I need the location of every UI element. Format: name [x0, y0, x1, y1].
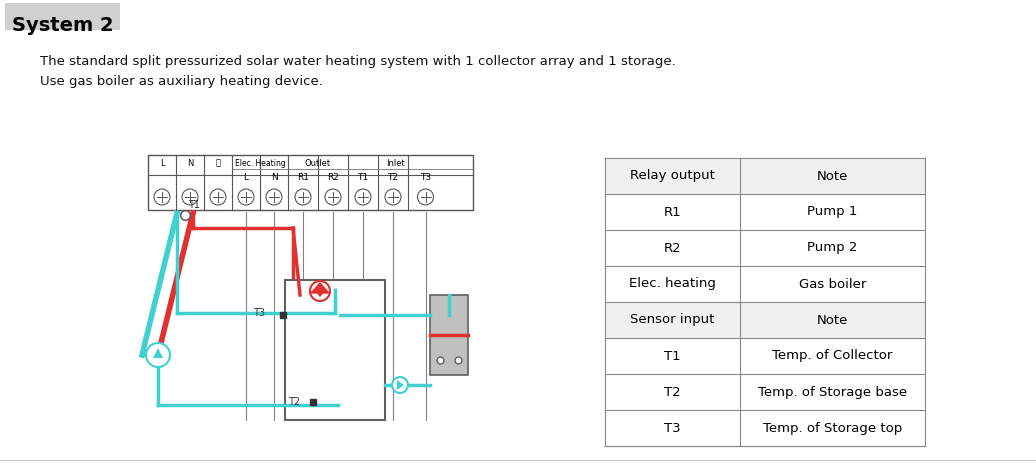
Circle shape [385, 189, 401, 205]
Polygon shape [397, 380, 404, 390]
Circle shape [295, 189, 311, 205]
Text: T2: T2 [387, 173, 399, 181]
Bar [605, 230, 925, 266]
Text: T2: T2 [288, 397, 300, 407]
Bar [285, 280, 385, 420]
Bar [5, 3, 120, 30]
Text: T1: T1 [188, 200, 200, 210]
Polygon shape [153, 348, 163, 358]
Circle shape [418, 189, 433, 205]
Circle shape [355, 189, 371, 205]
Text: The standard split pressurized solar water heating system with 1 collector array: The standard split pressurized solar wat… [40, 55, 675, 68]
Text: N: N [186, 159, 193, 167]
Text: Pump 2: Pump 2 [807, 241, 858, 254]
Circle shape [325, 189, 341, 205]
Circle shape [238, 189, 254, 205]
Bar [605, 338, 925, 374]
Bar [605, 266, 925, 302]
Text: Use gas boiler as auxiliary heating device.: Use gas boiler as auxiliary heating devi… [40, 75, 323, 88]
Text: L: L [243, 173, 249, 181]
Polygon shape [314, 290, 326, 297]
Text: Temp. of Storage top: Temp. of Storage top [762, 421, 902, 434]
Bar [605, 158, 925, 194]
Bar [605, 374, 925, 410]
Text: Pump 1: Pump 1 [807, 206, 858, 219]
Text: T2: T2 [664, 385, 681, 399]
Text: T3: T3 [664, 421, 681, 434]
Text: ⏚: ⏚ [215, 159, 221, 167]
Text: Gas boiler: Gas boiler [799, 278, 866, 291]
Text: R2: R2 [664, 241, 682, 254]
Circle shape [310, 281, 330, 301]
Text: Temp. of Collector: Temp. of Collector [772, 350, 893, 363]
Text: Note: Note [816, 170, 848, 182]
Text: R2: R2 [327, 173, 339, 181]
Text: Elec. Heating: Elec. Heating [234, 159, 285, 167]
Circle shape [392, 377, 408, 393]
Text: System 2: System 2 [12, 16, 114, 35]
Bar [148, 155, 473, 210]
Text: R1: R1 [664, 206, 682, 219]
Bar [605, 194, 925, 230]
Text: N: N [270, 173, 278, 181]
Circle shape [266, 189, 282, 205]
Text: Relay output: Relay output [630, 170, 715, 182]
Circle shape [182, 189, 198, 205]
Text: T1: T1 [357, 173, 369, 181]
Bar [430, 295, 468, 375]
Text: Note: Note [816, 313, 848, 326]
Text: L: L [160, 159, 165, 167]
Circle shape [154, 189, 170, 205]
Polygon shape [311, 283, 329, 293]
Text: Elec. heating: Elec. heating [629, 278, 716, 291]
Text: R1: R1 [297, 173, 309, 181]
Text: T3: T3 [253, 308, 265, 318]
Bar [605, 302, 925, 338]
Text: Inlet: Inlet [386, 159, 405, 167]
Text: T3: T3 [420, 173, 431, 181]
Circle shape [210, 189, 226, 205]
Bar [605, 410, 925, 446]
Text: Outlet: Outlet [305, 159, 332, 167]
Circle shape [146, 343, 170, 367]
Text: T1: T1 [664, 350, 681, 363]
Text: Sensor input: Sensor input [630, 313, 715, 326]
Text: Temp. of Storage base: Temp. of Storage base [758, 385, 908, 399]
